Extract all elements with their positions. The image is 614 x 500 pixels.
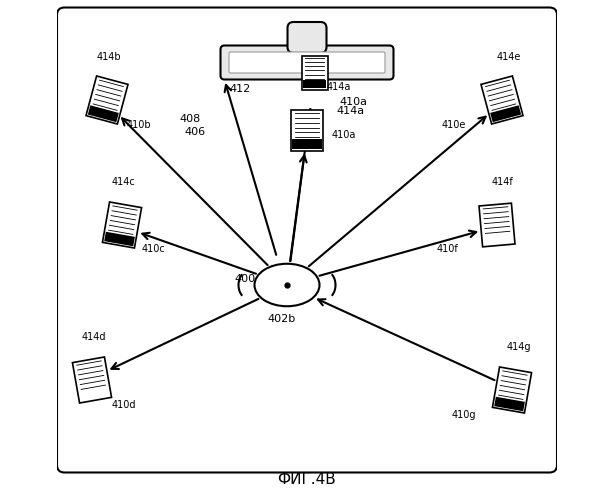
Polygon shape xyxy=(481,76,523,124)
Text: 410c: 410c xyxy=(142,244,166,254)
Polygon shape xyxy=(479,203,515,247)
Text: 414f: 414f xyxy=(492,177,514,187)
Text: 408: 408 xyxy=(179,114,201,124)
FancyBboxPatch shape xyxy=(229,52,385,73)
Text: 414a: 414a xyxy=(336,106,364,116)
Polygon shape xyxy=(292,140,322,149)
Text: 410a: 410a xyxy=(332,130,356,140)
Polygon shape xyxy=(301,56,327,90)
Polygon shape xyxy=(86,76,128,124)
Polygon shape xyxy=(303,80,326,88)
Polygon shape xyxy=(103,202,142,248)
Text: 412: 412 xyxy=(230,84,251,94)
FancyBboxPatch shape xyxy=(220,46,394,80)
Text: 410a: 410a xyxy=(340,97,368,107)
Text: 410b: 410b xyxy=(127,120,152,130)
Polygon shape xyxy=(104,232,135,246)
Text: 410d: 410d xyxy=(112,400,136,409)
Text: 406: 406 xyxy=(184,127,206,137)
Text: 402b: 402b xyxy=(267,314,295,324)
Text: ФИГ.4В: ФИГ.4В xyxy=(278,472,336,488)
Text: 414b: 414b xyxy=(97,52,122,62)
Text: 414e: 414e xyxy=(497,52,521,62)
FancyBboxPatch shape xyxy=(57,8,557,472)
Ellipse shape xyxy=(254,264,319,306)
Text: 414g: 414g xyxy=(507,342,532,352)
Text: 410e: 410e xyxy=(442,120,467,130)
Polygon shape xyxy=(494,396,525,411)
Text: 410g: 410g xyxy=(452,410,476,420)
Polygon shape xyxy=(291,110,323,150)
Text: 414a: 414a xyxy=(327,82,351,92)
Text: 414d: 414d xyxy=(82,332,106,342)
Polygon shape xyxy=(492,367,532,413)
Text: 414c: 414c xyxy=(112,177,136,187)
Polygon shape xyxy=(490,106,521,122)
FancyBboxPatch shape xyxy=(287,22,327,53)
Text: 400: 400 xyxy=(235,274,255,284)
Polygon shape xyxy=(72,357,112,403)
Polygon shape xyxy=(88,106,119,122)
Text: 410f: 410f xyxy=(437,244,459,254)
